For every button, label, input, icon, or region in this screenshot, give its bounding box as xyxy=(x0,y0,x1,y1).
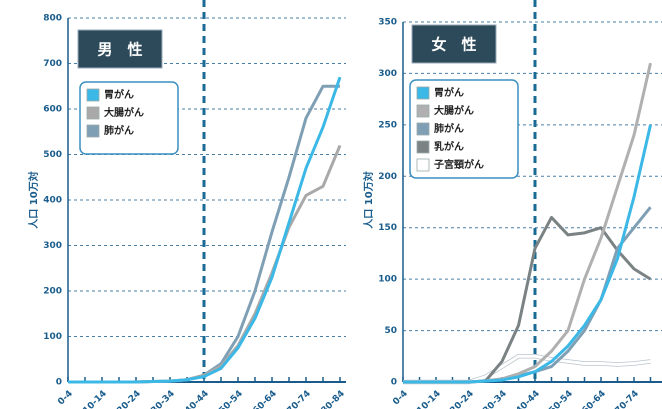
legend-swatch xyxy=(416,140,430,154)
y-tick-label: 300 xyxy=(378,69,397,79)
y-tick-label: 100 xyxy=(43,332,62,342)
x-tick-label: 0-4 xyxy=(391,389,410,408)
x-tick-label: 20-24 xyxy=(115,389,142,409)
legend-swatch xyxy=(416,104,430,118)
x-tick-label: 20-24 xyxy=(448,389,475,409)
legend-label: 子宮頸がん xyxy=(434,158,484,171)
legend-box xyxy=(79,81,179,155)
legend-swatch xyxy=(416,122,430,136)
series-line xyxy=(403,124,652,384)
legend-swatch xyxy=(86,106,100,120)
legend-label: 大腸がん xyxy=(104,106,144,119)
x-tick-label: 70-74 xyxy=(285,389,312,409)
title-box xyxy=(411,24,497,64)
y-tick-label: 500 xyxy=(43,150,62,160)
legend-swatch xyxy=(416,158,430,172)
y-axis-label: 人口 10万対 xyxy=(27,171,40,228)
y-tick-label: 300 xyxy=(43,241,62,251)
legend-label: 胃がん xyxy=(434,86,464,99)
x-tick-label: 30-34 xyxy=(149,389,176,409)
x-tick-label: 40-44 xyxy=(514,389,541,409)
y-tick-label: 100 xyxy=(378,275,397,285)
title-box xyxy=(77,29,163,69)
y-tick-label: 400 xyxy=(43,196,62,206)
legend-box xyxy=(409,79,519,179)
x-tick-label: 10-14 xyxy=(415,389,442,409)
legend-swatch xyxy=(86,124,100,138)
y-axis-label: 人口 10万対 xyxy=(362,171,375,228)
x-tick-label: 60-64 xyxy=(251,389,278,409)
panel: 0 100 200 300 400 500 600 700 800 人口 10万対 0-4 10-14… xyxy=(27,0,347,409)
x-tick-label: 10-14 xyxy=(81,389,108,409)
x-tick-label: 70-74 xyxy=(613,389,640,409)
x-tick-label: 60-64 xyxy=(580,389,607,409)
legend-label: 乳がん xyxy=(434,140,464,153)
legend-swatch xyxy=(416,86,430,100)
y-tick-label: 200 xyxy=(43,287,62,297)
x-tick-label: 30-34 xyxy=(481,389,508,409)
y-tick-label: 150 xyxy=(378,223,397,233)
y-tick-label: 600 xyxy=(43,105,62,115)
y-tick-label: 200 xyxy=(378,172,397,182)
y-tick-label: 250 xyxy=(378,120,397,130)
x-tick-label: 50-54 xyxy=(547,389,574,409)
legend-label: 胃がん xyxy=(104,88,134,101)
y-tick-label: 0 xyxy=(56,378,62,388)
y-tick-label: 50 xyxy=(384,326,397,336)
chart-title: 男 性 xyxy=(97,41,142,59)
y-tick-label: 0 xyxy=(391,378,397,388)
legend-swatch xyxy=(86,88,100,102)
panel: 0 50 100 150 200 250 300 350 人口 10万対 0-4 10-14 20-2… xyxy=(362,0,662,409)
legend-label: 肺がん xyxy=(434,122,464,135)
series-line xyxy=(68,76,342,384)
y-tick-label: 350 xyxy=(378,18,397,28)
legend-label: 肺がん xyxy=(104,124,134,137)
chart-title: 女 性 xyxy=(431,36,476,54)
y-tick-label: 700 xyxy=(43,59,62,69)
x-tick-label: 50-54 xyxy=(217,389,244,409)
x-tick-label: 80-84 xyxy=(319,389,346,409)
x-tick-label: 40-44 xyxy=(183,389,210,409)
x-tick-label: 0-4 xyxy=(56,389,75,408)
y-tick-label: 800 xyxy=(43,14,62,24)
legend-label: 大腸がん xyxy=(434,104,474,117)
